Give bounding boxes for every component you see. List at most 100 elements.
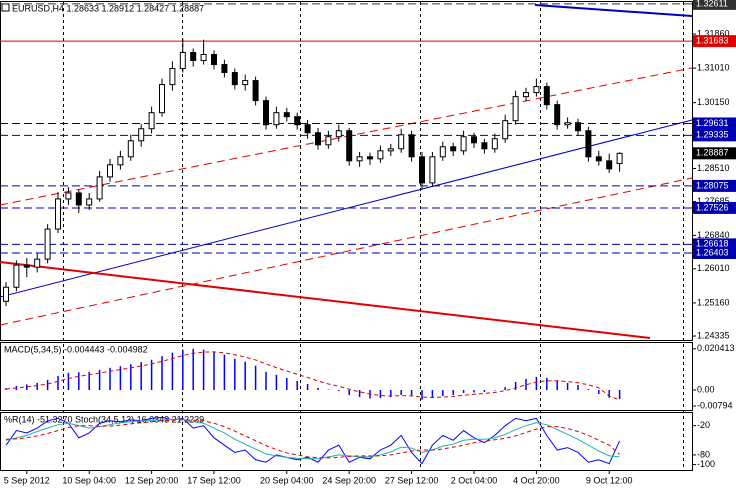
- macd-panel-frame: [0, 342, 693, 411]
- candle-body: [398, 134, 405, 150]
- y-tick-label: -20: [697, 420, 710, 430]
- candle-body: [325, 136, 332, 146]
- candle-body: [377, 150, 384, 160]
- candle-body: [481, 142, 488, 150]
- level-label-box: [693, 35, 736, 48]
- candle-body: [294, 116, 301, 126]
- level-label-box: [693, 0, 736, 10]
- candle-body: [23, 264, 30, 268]
- level-label-box: [693, 147, 736, 160]
- candle-body: [231, 72, 238, 86]
- wpr-title: %R(14) -51.3270 Stoch(34,5,13) 16.0343 2…: [4, 414, 204, 424]
- y-tick-label: 1.31860: [697, 28, 730, 38]
- candle-body: [408, 134, 415, 158]
- candle-body: [190, 51, 197, 62]
- candle-body: [252, 80, 259, 102]
- candle-body: [107, 164, 113, 178]
- candle-body: [346, 130, 353, 162]
- level-label: 1.29335: [696, 130, 729, 140]
- candle-body: [575, 122, 581, 132]
- candle-body: [367, 156, 373, 160]
- level-label: 1.32611: [696, 0, 728, 8]
- level-label: 1.27526: [696, 202, 729, 212]
- candle-body: [450, 146, 457, 152]
- candle-body: [387, 148, 394, 152]
- x-tick-label: 2 Oct 04:00: [451, 475, 498, 485]
- candle-body: [242, 80, 249, 86]
- indicator-line: [5, 418, 620, 460]
- y-tick-label: 1.30150: [697, 97, 730, 107]
- macd-title: MACD(5,34,5) -0.004443 -0.004982: [4, 344, 148, 354]
- y-tick-label: -100: [697, 459, 715, 469]
- main-panel-frame: [0, 1, 693, 341]
- x-tick-label: 5 Sep 2012: [4, 475, 50, 485]
- candle-body: [356, 156, 363, 162]
- candle-body: [86, 198, 93, 206]
- level-label-box: [693, 247, 736, 260]
- candle-body: [138, 128, 145, 142]
- level-label: 1.31683: [696, 36, 729, 46]
- x-tick-label: 27 Sep 12:00: [385, 475, 439, 485]
- candle-body: [273, 112, 280, 126]
- trend-line: [0, 261, 651, 339]
- level-label-box: [693, 129, 736, 142]
- candle-body: [564, 122, 571, 126]
- candle-body: [200, 53, 207, 62]
- candle-body: [44, 228, 51, 260]
- main-title: EURUSD,H4 1.28633 1.28912 1.28427 1.2888…: [12, 3, 204, 13]
- indicator-line: [5, 416, 621, 465]
- panel-frames: [0, 1, 693, 471]
- candle-body: [616, 152, 623, 165]
- level-label: 1.26618: [696, 239, 729, 249]
- candle-body: [554, 104, 561, 126]
- candle-body: [34, 258, 41, 268]
- y-tick-label: -80: [697, 449, 710, 459]
- candle-body: [595, 156, 602, 162]
- candle-body: [471, 136, 477, 144]
- level-label-box: [693, 201, 736, 214]
- y-tick-label: 0.020413: [697, 343, 735, 353]
- x-tick-label: 24 Sep 20:00: [322, 475, 376, 485]
- y-tick-label: -0.00794: [697, 400, 733, 410]
- candle-body: [304, 124, 311, 134]
- candle-body: [169, 68, 176, 86]
- level-label-box: [693, 179, 736, 192]
- level-label: 1.29631: [696, 118, 729, 128]
- trend-lines: [0, 4, 693, 339]
- candle-body: [283, 112, 290, 118]
- candle-body: [179, 51, 186, 70]
- y-tick-label: 0.00: [697, 384, 715, 394]
- indicator-line: [5, 419, 620, 459]
- x-tick-label: 4 Oct 20:00: [513, 475, 560, 485]
- candle-body: [263, 100, 269, 126]
- candle-body: [117, 156, 124, 166]
- y-tick-label: 1.26010: [697, 263, 730, 273]
- vertical-grid: [63, 2, 684, 470]
- level-label: 1.26403: [696, 247, 729, 257]
- candle-body: [419, 156, 425, 184]
- y-tick-label: 1.28510: [697, 163, 730, 173]
- candle-body: [148, 112, 155, 130]
- candle-body: [335, 130, 342, 138]
- y-tick-label: 1.25160: [697, 297, 730, 307]
- x-tick-label: 12 Sep 20:00: [125, 475, 179, 485]
- candle-body: [606, 160, 613, 170]
- trend-line: [0, 119, 693, 298]
- candle-body: [211, 53, 217, 66]
- x-tick-label: 17 Sep 12:00: [187, 475, 241, 485]
- level-label: 1.28075: [696, 180, 729, 190]
- y-tick-label: 1.27685: [697, 196, 730, 206]
- trend-line: [534, 4, 693, 17]
- candle-body: [221, 64, 228, 74]
- candle-body: [429, 156, 436, 184]
- wpr-panel-frame: [0, 412, 693, 471]
- channel-line: [0, 177, 693, 326]
- candle-body: [75, 192, 82, 206]
- y-tick-label: 1.31010: [697, 63, 730, 73]
- candle-body: [315, 132, 321, 146]
- x-tick-label: 9 Oct 12:00: [586, 475, 633, 485]
- candle-body: [159, 84, 165, 114]
- y-tick-label: 1.26840: [697, 230, 730, 240]
